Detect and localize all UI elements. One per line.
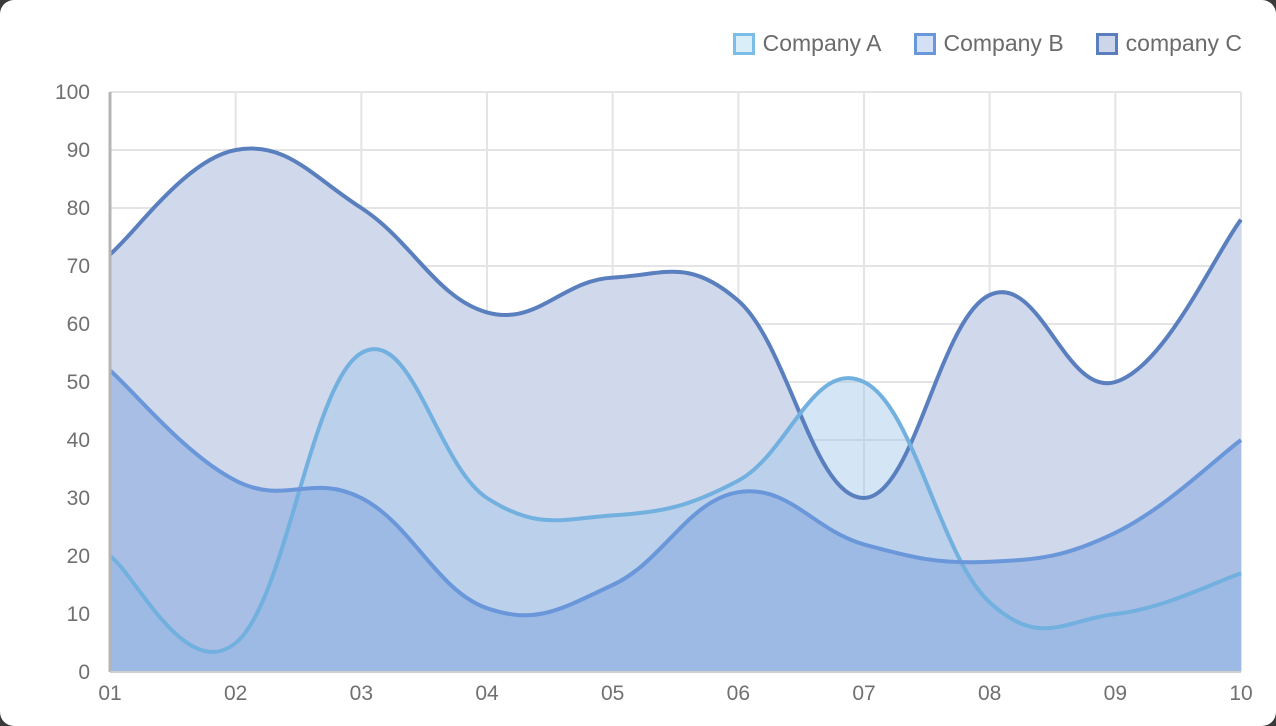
y-tick-label: 10: [67, 603, 90, 626]
x-tick-label: 05: [601, 682, 624, 705]
legend-label: Company A: [762, 30, 882, 56]
series-line[interactable]: [108, 368, 1243, 618]
y-tick-label: 60: [67, 313, 90, 336]
x-tick-label: 09: [1104, 682, 1127, 705]
legend-item-company-b[interactable]: Company B: [913, 30, 1064, 57]
legend-swatch-icon: [732, 32, 755, 55]
x-tick-label: 04: [475, 682, 499, 705]
x-tick-label: 08: [978, 682, 1001, 705]
y-tick-label: 40: [67, 429, 90, 452]
legend: Company A Company B company C: [732, 30, 1242, 57]
y-tick-label: 80: [67, 197, 90, 220]
legend-item-company-a[interactable]: Company A: [732, 30, 882, 57]
legend-swatch-icon: [913, 32, 936, 55]
y-tick-label: 30: [67, 487, 90, 510]
legend-item-company-c[interactable]: company C: [1095, 30, 1242, 57]
y-tick-label: 100: [55, 81, 90, 104]
area-fill: [110, 370, 1241, 672]
x-tick-label: 07: [852, 682, 875, 705]
legend-swatch-icon: [1095, 32, 1118, 55]
y-tick-label: 90: [67, 139, 90, 162]
x-tick-label: 10: [1229, 682, 1252, 705]
y-tick-label: 50: [67, 371, 90, 394]
y-tick-label: 0: [78, 661, 90, 684]
series-line[interactable]: [108, 347, 1242, 654]
legend-label: Company B: [943, 30, 1064, 56]
x-tick-label: 01: [98, 682, 121, 705]
area-fill: [110, 148, 1241, 673]
x-tick-label: 02: [224, 682, 247, 705]
y-tick-label: 20: [67, 545, 90, 568]
area-fill: [110, 349, 1241, 672]
x-tick-label: 06: [727, 682, 750, 705]
series-line[interactable]: [108, 146, 1243, 501]
legend-label: company C: [1125, 30, 1242, 56]
y-tick-label: 70: [67, 255, 90, 278]
x-tick-label: 03: [350, 682, 373, 705]
